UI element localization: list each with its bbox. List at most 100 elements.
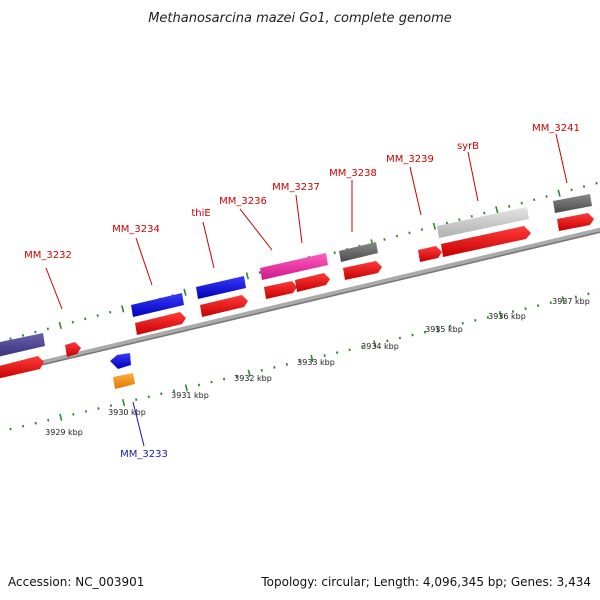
inner-minor-tick (461, 321, 464, 325)
outer-minor-tick (595, 181, 598, 185)
cds-arrow (343, 261, 382, 280)
feature-block (437, 207, 529, 238)
cds-arrow (65, 342, 81, 357)
gene-label: MM_3233 (120, 449, 168, 460)
inner-minor-tick (97, 407, 100, 410)
inner-minor-tick (323, 354, 326, 358)
kbp-label: 3935 kbp (425, 325, 463, 334)
inner-major-tick (310, 354, 314, 363)
feature-block (196, 276, 246, 299)
outer-minor-tick (9, 337, 12, 341)
inner-major-tick (122, 399, 126, 407)
leader-line (45, 267, 63, 310)
inner-minor-tick (524, 307, 527, 310)
inner-minor-tick (9, 427, 12, 431)
kbp-label: 3930 kbp (108, 408, 146, 417)
inner-minor-tick (222, 377, 226, 381)
kbp-label: 3934 kbp (361, 342, 399, 351)
leader-line (295, 194, 303, 244)
inner-major-tick (498, 310, 502, 319)
outer-minor-tick (520, 201, 523, 205)
kbp-label: 3931 kbp (171, 391, 209, 400)
outer-minor-tick (508, 204, 511, 208)
outer-minor-tick (383, 238, 386, 241)
inner-minor-tick (72, 413, 75, 416)
inner-tick-ring (9, 289, 600, 431)
gene-labels: MM_3232 MM_3233 MM_3234 thiE MM_3236 MM_… (24, 123, 580, 460)
outer-major-tick (183, 288, 187, 297)
leader-lines (45, 133, 568, 447)
cds-arrow (557, 213, 594, 231)
inner-minor-tick (298, 360, 301, 363)
outer-minor-tick (582, 185, 586, 188)
inner-minor-tick (147, 395, 150, 399)
inner-minor-tick (336, 351, 339, 354)
outer-minor-tick (34, 330, 37, 334)
cds-arrow (441, 226, 531, 257)
feature-block (553, 194, 592, 213)
map-title: Methanosarcina mazei Go1, complete genom… (148, 11, 452, 26)
cds-arrow (200, 295, 248, 317)
accession-text: Accession: NC_003901 (8, 575, 144, 589)
inner-minor-tick (34, 421, 37, 425)
inner-minor-tick (549, 301, 552, 305)
inner-minor-tick (536, 304, 540, 308)
genome-backbone (0, 227, 600, 376)
outer-minor-tick (96, 314, 99, 317)
outer-minor-tick (483, 211, 486, 215)
outer-minor-tick (408, 231, 411, 235)
outer-major-tick (58, 321, 62, 330)
cds-arrow (295, 273, 330, 292)
genome-backbone-shadow (0, 231, 600, 376)
outer-minor-tick (21, 333, 25, 337)
feature-block (113, 373, 135, 389)
outer-major-tick (245, 272, 250, 280)
inner-minor-tick (197, 383, 201, 387)
genome-summary-text: Topology: circular; Length: 4,096,345 bp… (260, 575, 591, 589)
outer-minor-tick (470, 214, 473, 218)
outer-minor-tick (395, 234, 399, 238)
gene-label: thiE (191, 208, 210, 219)
leader-line (202, 221, 215, 269)
inner-minor-tick (574, 295, 577, 299)
inner-minor-tick (47, 418, 50, 422)
kbp-label: 3929 kbp (45, 428, 83, 437)
inner-minor-tick (21, 424, 25, 428)
inner-major-tick (247, 369, 251, 377)
kbp-scale: 3929 kbp 3930 kbp 3931 kbp 3932 kbp 3933… (45, 297, 590, 437)
inner-major-tick (373, 340, 377, 348)
inner-minor-tick (84, 410, 88, 413)
inner-major-tick (184, 384, 188, 392)
cds-arrow (418, 246, 442, 262)
kbp-label: 3936 kbp (488, 312, 526, 321)
gene-label: MM_3236 (219, 196, 267, 207)
outer-minor-tick (333, 251, 336, 255)
cds-arrow (0, 356, 44, 379)
outer-minor-tick (109, 310, 112, 314)
inner-minor-tick (235, 374, 238, 378)
leader-line (555, 133, 568, 184)
leader-line (135, 237, 153, 286)
leader-line (409, 166, 422, 216)
inner-minor-tick (423, 330, 427, 334)
reverse-track (110, 353, 135, 389)
inner-minor-tick (210, 380, 213, 384)
inner-minor-tick (474, 318, 477, 322)
gene-label: MM_3232 (24, 250, 72, 261)
outer-minor-tick (545, 195, 548, 198)
gene-label: syrB (457, 141, 479, 152)
feature-block (131, 293, 184, 317)
outer-minor-tick (46, 327, 50, 331)
inner-major-tick (59, 413, 63, 421)
outer-minor-tick (258, 271, 262, 274)
kbp-label: 3937 kbp (552, 297, 590, 306)
inner-minor-tick (411, 333, 414, 337)
inner-minor-tick (172, 389, 175, 393)
gene-label: MM_3234 (112, 224, 160, 235)
cds-track (0, 213, 594, 379)
kbp-label: 3932 kbp (234, 374, 272, 383)
gene-label: MM_3238 (329, 168, 377, 179)
inner-minor-tick (449, 324, 452, 328)
inner-minor-tick (361, 345, 364, 349)
